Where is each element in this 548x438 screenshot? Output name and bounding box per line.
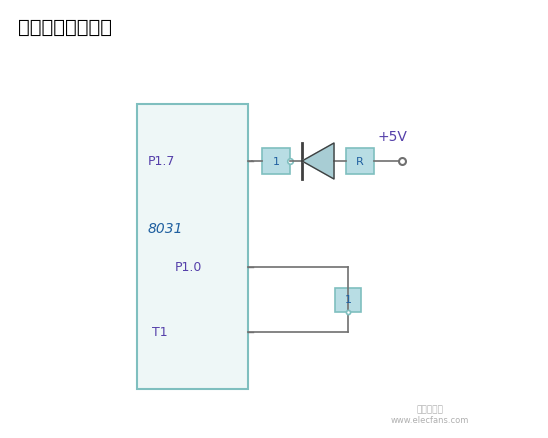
Text: P1.0: P1.0 [175, 261, 202, 274]
Text: 1: 1 [345, 295, 351, 305]
Text: +5V: +5V [377, 130, 407, 144]
FancyBboxPatch shape [137, 105, 248, 389]
Polygon shape [302, 144, 334, 180]
Text: R: R [356, 157, 364, 166]
Text: P1.7: P1.7 [148, 155, 175, 168]
FancyBboxPatch shape [335, 288, 361, 312]
Text: （三）硬件接线图: （三）硬件接线图 [18, 18, 112, 37]
Text: 电子发烧友: 电子发烧友 [416, 404, 443, 413]
FancyBboxPatch shape [262, 148, 290, 175]
Text: 8031: 8031 [148, 222, 184, 236]
Text: www.elecfans.com: www.elecfans.com [391, 415, 469, 424]
Text: T1: T1 [152, 326, 168, 339]
FancyBboxPatch shape [346, 148, 374, 175]
Text: 1: 1 [272, 157, 279, 166]
